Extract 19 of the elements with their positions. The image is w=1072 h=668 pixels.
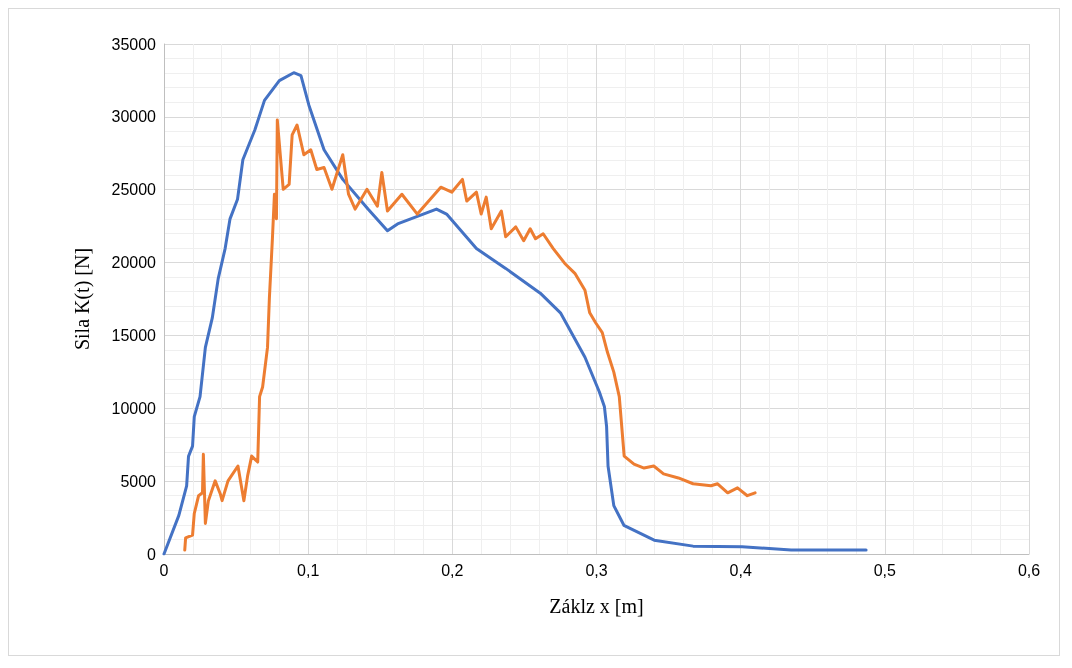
x-tick-label: 0,6 (1017, 561, 1041, 579)
x-tick-label: 0,5 (873, 561, 897, 579)
x-tick-label: 0 (159, 561, 169, 579)
y-tick-label: 35000 (111, 35, 157, 53)
y-tick-label: 20000 (111, 254, 157, 272)
y-tick-label: 5000 (120, 472, 157, 490)
line-series (183, 118, 757, 552)
x-tick-label: 0,1 (297, 561, 320, 579)
y-tick-label: 15000 (111, 326, 157, 344)
x-tick-label: 0,4 (729, 561, 752, 579)
y-tick-label: 30000 (111, 108, 157, 126)
x-tick-label: 0,3 (585, 561, 608, 579)
y-tick-label: 25000 (111, 181, 157, 199)
x-tick-label: 0,2 (441, 561, 464, 579)
y-tick-label: 10000 (111, 399, 157, 417)
x-axis-title: Záklz x [m] (549, 595, 644, 617)
y-axis-title: Sila K(t) [N] (71, 247, 94, 351)
line-series (162, 71, 868, 556)
y-tick-label: 0 (147, 545, 157, 563)
